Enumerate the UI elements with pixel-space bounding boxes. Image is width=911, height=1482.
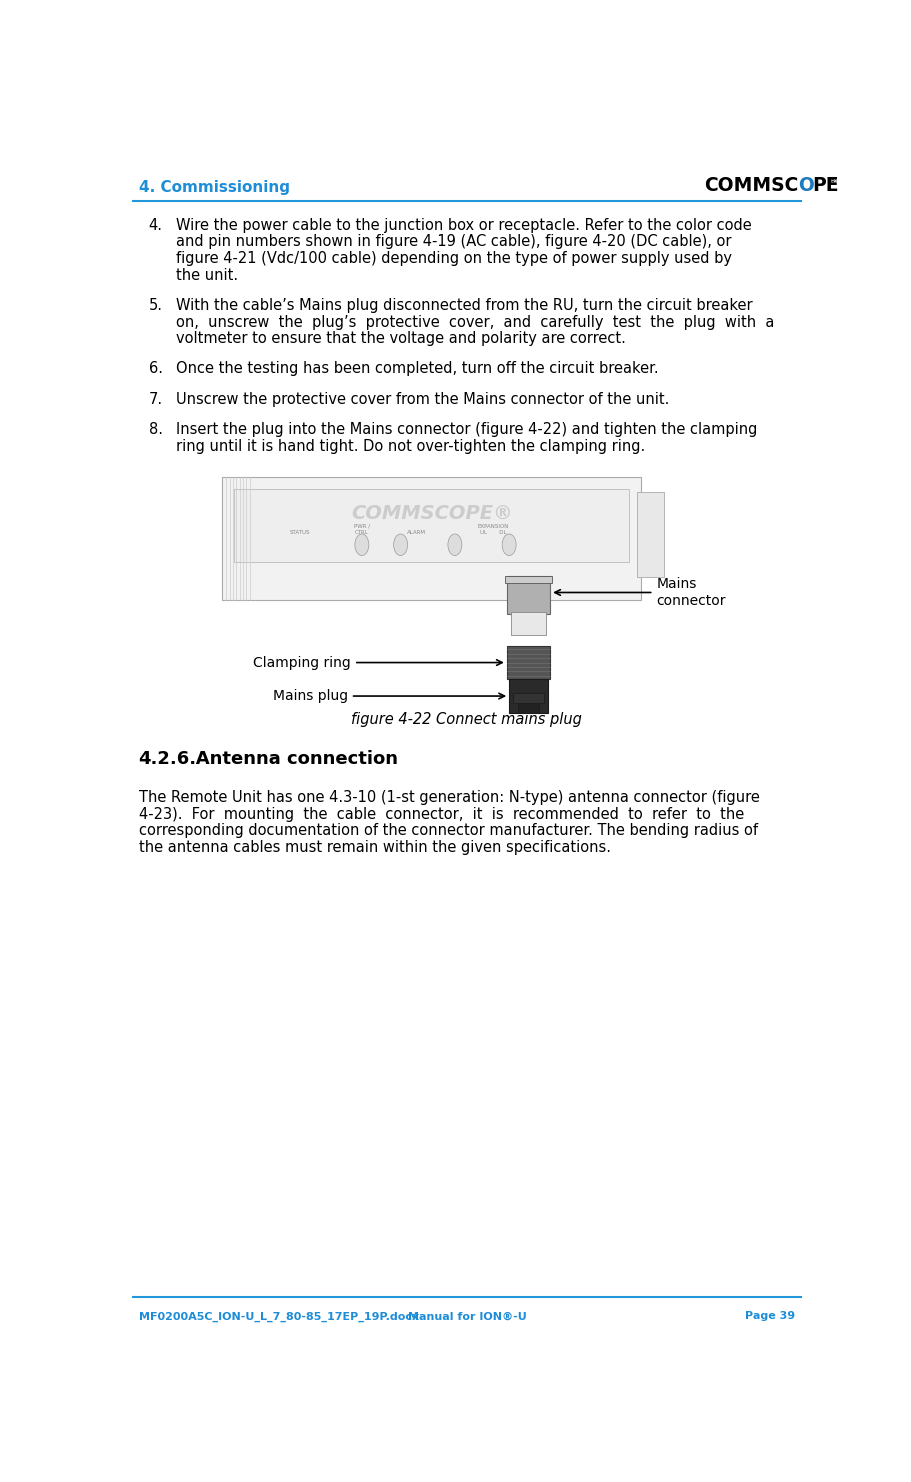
Text: figure 4-22 Connect mains plug: figure 4-22 Connect mains plug <box>352 711 582 726</box>
Text: COMMSC: COMMSC <box>704 176 798 194</box>
Text: 4.: 4. <box>148 218 163 233</box>
Text: Unscrew the protective cover from the Mains connector of the unit.: Unscrew the protective cover from the Ma… <box>176 391 670 408</box>
Text: the antenna cables must remain within the given specifications.: the antenna cables must remain within th… <box>138 840 610 855</box>
Bar <box>637 492 664 576</box>
Text: ®: ® <box>828 176 837 187</box>
Text: 4-23).  For  mounting  the  cable  connector,  it  is  recommended  to  refer  t: 4-23). For mounting the cable connector,… <box>138 806 744 823</box>
Bar <box>506 575 552 584</box>
Text: figure 4-21 (Vdc/100 cable) depending on the type of power supply used by: figure 4-21 (Vdc/100 cable) depending on… <box>176 250 732 265</box>
Text: Clamping ring: Clamping ring <box>253 655 502 670</box>
Text: and pin numbers shown in figure 4-19 (AC cable), figure 4-20 (DC cable), or: and pin numbers shown in figure 4-19 (AC… <box>176 234 732 249</box>
Text: Manual for ION®-U: Manual for ION®-U <box>407 1312 527 1322</box>
Bar <box>507 646 550 679</box>
Text: Antenna connection: Antenna connection <box>178 750 398 768</box>
Text: 8.: 8. <box>148 422 163 437</box>
Text: COMMSCOPE®: COMMSCOPE® <box>351 504 512 523</box>
Text: Page 39: Page 39 <box>745 1312 795 1322</box>
Text: Wire the power cable to the junction box or receptacle. Refer to the color code: Wire the power cable to the junction box… <box>176 218 752 233</box>
Bar <box>513 694 544 702</box>
Text: Insert the plug into the Mains connector (figure 4-22) and tighten the clamping: Insert the plug into the Mains connector… <box>176 422 757 437</box>
Text: corresponding documentation of the connector manufacturer. The bending radius of: corresponding documentation of the conne… <box>138 824 758 839</box>
Text: Once the testing has been completed, turn off the circuit breaker.: Once the testing has been completed, tur… <box>176 362 659 376</box>
Text: PE: PE <box>812 176 838 194</box>
Text: voltmeter to ensure that the voltage and polarity are correct.: voltmeter to ensure that the voltage and… <box>176 330 626 347</box>
Text: 5.: 5. <box>148 298 163 313</box>
Text: 7.: 7. <box>148 391 163 408</box>
Text: on,  unscrew  the  plug’s  protective  cover,  and  carefully  test  the  plug  : on, unscrew the plug’s protective cover,… <box>176 314 774 329</box>
Ellipse shape <box>355 534 369 556</box>
Ellipse shape <box>502 534 517 556</box>
Text: 4.2.6.: 4.2.6. <box>138 750 197 768</box>
Text: the unit.: the unit. <box>176 268 238 283</box>
Text: ALARM: ALARM <box>406 529 425 535</box>
Text: With the cable’s Mains plug disconnected from the RU, turn the circuit breaker: With the cable’s Mains plug disconnected… <box>176 298 752 313</box>
Bar <box>507 575 550 614</box>
Text: O: O <box>798 176 814 194</box>
Text: EXPANSION
UL       DL: EXPANSION UL DL <box>478 525 509 535</box>
Text: 6.: 6. <box>148 362 163 376</box>
Text: STATUS: STATUS <box>290 529 310 535</box>
Bar <box>234 489 630 562</box>
Bar <box>509 679 548 713</box>
Text: The Remote Unit has one 4.3-10 (1-st generation: N-type) antenna connector (figu: The Remote Unit has one 4.3-10 (1-st gen… <box>138 790 760 805</box>
Text: MF0200A5C_ION-U_L_7_80-85_17EP_19P.docx: MF0200A5C_ION-U_L_7_80-85_17EP_19P.docx <box>138 1312 419 1322</box>
Ellipse shape <box>394 534 407 556</box>
Text: Mains plug: Mains plug <box>272 689 505 702</box>
Text: Mains
connector: Mains connector <box>555 578 726 608</box>
Bar <box>517 697 539 713</box>
Bar <box>511 612 546 634</box>
Text: ring until it is hand tight. Do not over-tighten the clamping ring.: ring until it is hand tight. Do not over… <box>176 439 645 453</box>
Text: 4. Commissioning: 4. Commissioning <box>138 179 290 194</box>
Text: PWR /
CTRL: PWR / CTRL <box>353 525 370 535</box>
Bar <box>222 477 640 600</box>
Ellipse shape <box>448 534 462 556</box>
